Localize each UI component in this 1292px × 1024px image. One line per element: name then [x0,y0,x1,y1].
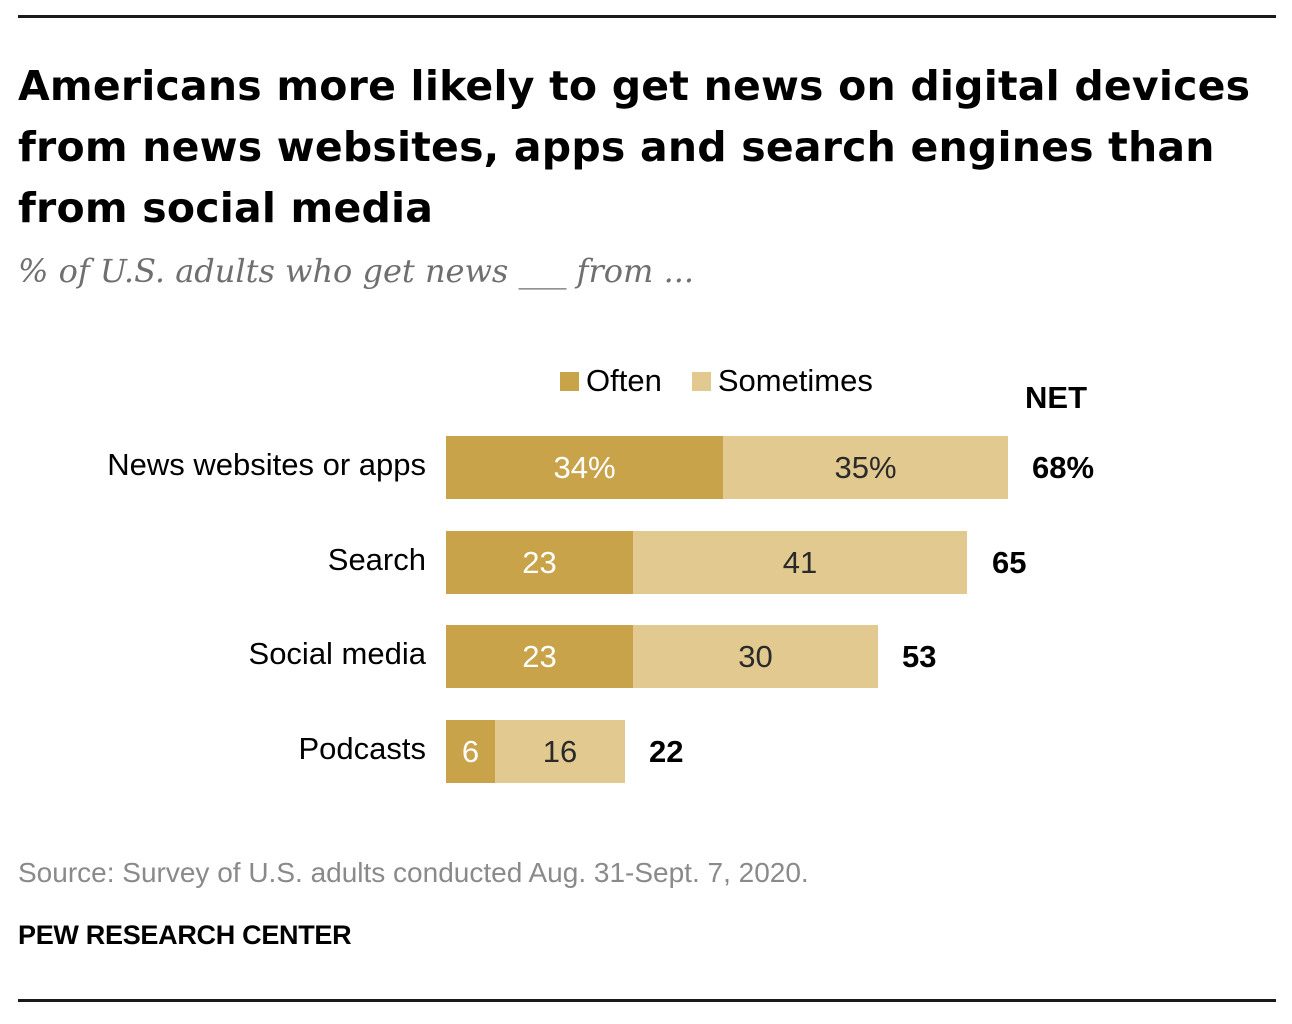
data-label-often-news-websites-or-apps: 34% [553,449,616,485]
bar-often-podcasts: 6 [446,720,495,783]
legend: Often Sometimes [560,361,903,401]
net-column-header: NET [1025,380,1087,415]
bar-sometimes-social-media: 30 [633,625,878,688]
legend-swatch-often [560,371,579,391]
brand-name: PEW RESEARCH CENTER [18,920,352,950]
legend-label-often: Often [586,363,662,398]
category-label-social-media: Social media [248,635,426,671]
bar-sometimes-news-websites-or-apps: 35% [723,436,1008,499]
data-label-sometimes-news-websites-or-apps: 35% [834,449,897,485]
category-label-search: Search [327,541,426,577]
net-value-search: 65 [992,544,1027,580]
category-label-podcasts: Podcasts [298,730,426,766]
legend-swatch-sometimes [691,371,711,391]
net-value-news-websites-or-apps: 68% [1032,449,1095,485]
legend-item-sometimes: Sometimes [691,363,873,399]
net-value-social-media: 53 [902,638,937,674]
bar-sometimes-search: 41 [633,531,967,594]
bar-often-search: 23 [446,531,633,594]
data-label-sometimes-search: 41 [782,544,818,580]
category-label-news-websites-or-apps: News websites or apps [107,446,426,482]
legend-item-often: Often [560,363,662,399]
data-label-often-podcasts: 6 [461,733,480,769]
data-label-often-search: 23 [522,544,557,580]
legend-label-sometimes: Sometimes [717,363,873,398]
chart-title: Americans more likely to get news on dig… [18,62,1251,232]
data-label-sometimes-social-media: 30 [738,638,773,674]
bar-often-social-media: 23 [446,625,633,688]
net-value-podcasts: 22 [649,733,684,769]
source-note: Source: Survey of U.S. adults conducted … [18,857,809,888]
bar-often-news-websites-or-apps: 34% [446,436,723,499]
chart-subtitle: % of U.S. adults who get news ___ from .… [18,252,695,290]
top-rule [18,15,1276,18]
bottom-rule [18,999,1276,1002]
data-label-often-social-media: 23 [522,638,557,674]
data-label-sometimes-podcasts: 16 [542,733,578,769]
bar-sometimes-podcasts: 16 [495,720,625,783]
